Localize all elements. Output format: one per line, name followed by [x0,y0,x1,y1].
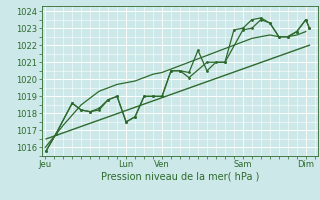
X-axis label: Pression niveau de la mer( hPa ): Pression niveau de la mer( hPa ) [101,172,259,182]
